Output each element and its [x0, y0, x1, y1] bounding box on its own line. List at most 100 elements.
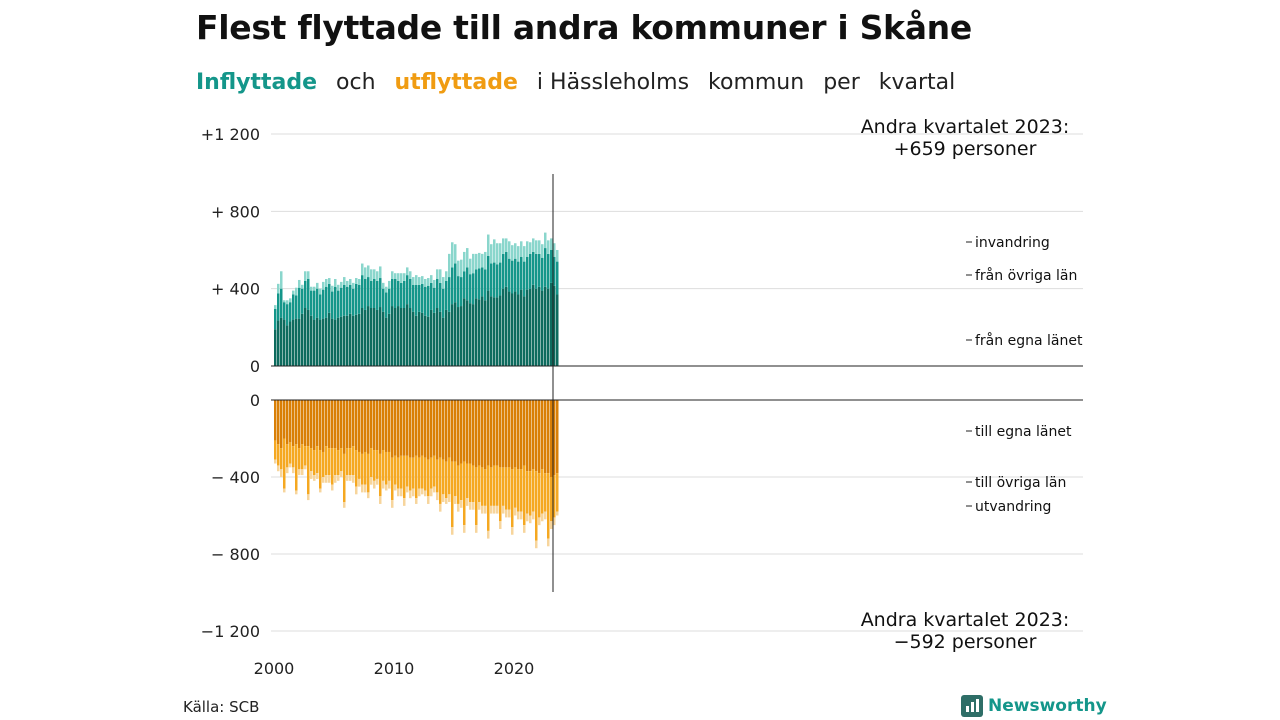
outflow-bar — [445, 498, 448, 504]
outflow-bar — [457, 503, 460, 512]
outflow-bar — [364, 484, 367, 493]
outflow-bar — [364, 451, 367, 485]
chart-title: Flest flyttade till andra kommuner i Skå… — [196, 8, 972, 47]
y-tick-label: 0 — [250, 391, 260, 410]
inflow-bar — [460, 306, 463, 366]
outflow-bar — [355, 486, 358, 495]
inflow-bar — [490, 244, 493, 264]
inflow-bar — [340, 316, 343, 366]
inflow-bar — [427, 316, 430, 366]
outflow-bar — [367, 492, 370, 499]
inflow-bar — [433, 279, 436, 288]
outflow-bar — [337, 475, 340, 481]
outflow-bar — [493, 465, 496, 506]
outflow-bar — [421, 400, 424, 456]
outflow-bar — [376, 478, 379, 485]
outflow-bar — [367, 400, 370, 454]
inflow-bar — [355, 278, 358, 284]
outflow-bar — [385, 451, 388, 485]
outflow-bar — [385, 484, 388, 491]
outflow-bar — [334, 400, 337, 449]
inflow-bars — [274, 232, 559, 366]
inflow-bar — [373, 269, 376, 279]
inflow-bar — [316, 317, 319, 366]
inflow-bar — [502, 288, 505, 366]
inflow-bar — [490, 263, 493, 297]
inflow-bar — [418, 311, 421, 366]
outflow-bar — [388, 451, 391, 481]
inflow-bar — [307, 279, 310, 310]
inflow-bar — [292, 294, 295, 320]
inflow-bar — [454, 302, 457, 366]
inflow-bar — [385, 317, 388, 366]
inflow-bar — [328, 278, 331, 284]
inflow-bar — [367, 306, 370, 366]
inflow-bar — [481, 267, 484, 297]
inflow-bar — [295, 318, 298, 366]
inflow-bar — [379, 278, 382, 308]
outflow-bar — [538, 400, 541, 474]
outflow-bar — [502, 505, 505, 514]
outflow-bar — [460, 400, 463, 464]
inflow-bar — [421, 312, 424, 366]
inflow-bar — [499, 295, 502, 366]
inflow-bar — [517, 261, 520, 295]
outflow-bar — [319, 450, 322, 489]
x-tick-label: 2010 — [374, 659, 415, 678]
outflow-bar — [451, 527, 454, 535]
outflow-bar — [442, 494, 445, 503]
outflow-bar — [295, 490, 298, 495]
outflow-bar — [424, 457, 427, 491]
outflow-bar — [535, 471, 538, 541]
outflow-bar — [499, 400, 502, 468]
outflow-bar — [331, 400, 334, 449]
inflow-bar — [358, 284, 361, 314]
inflow-bar — [487, 234, 490, 256]
outflow-bar — [541, 513, 544, 522]
inflow-bar — [349, 279, 352, 285]
inflow-bar — [538, 253, 541, 287]
inflow-bar — [550, 282, 553, 366]
outflow-bar — [313, 450, 316, 476]
outflow-bar — [352, 475, 355, 483]
outflow-bar — [388, 400, 391, 452]
inflow-bar — [481, 296, 484, 366]
inflow-bar — [484, 269, 487, 301]
inflow-bar — [502, 238, 505, 254]
inflow-bar — [283, 300, 286, 303]
inflow-bar — [475, 298, 478, 366]
outflow-bar — [304, 465, 307, 470]
outflow-bar — [385, 400, 388, 452]
outflow-bar — [484, 400, 487, 470]
inflow-bar — [274, 305, 277, 309]
outflow-bar — [424, 400, 427, 458]
inflow-bar — [310, 286, 313, 291]
inflow-bar — [451, 267, 454, 305]
inflow-bar — [466, 300, 469, 366]
inflow-bar — [547, 288, 550, 366]
outflow-bar — [304, 446, 307, 466]
inflow-bar — [433, 287, 436, 313]
bar-chart-icon — [961, 695, 983, 717]
inflow-bar — [544, 232, 547, 249]
inflow-bar — [328, 312, 331, 366]
inflow-bar — [496, 264, 499, 298]
outflow-bar — [448, 457, 451, 495]
inflow-bar — [520, 256, 523, 290]
inflow-bar — [292, 290, 295, 295]
inflow-bar — [397, 280, 400, 307]
outflow-bar — [421, 455, 424, 489]
inflow-bar — [400, 273, 403, 283]
outflow-bar — [535, 540, 538, 549]
inflow-bar — [367, 277, 370, 307]
y-tick-label: −1 200 — [201, 622, 260, 641]
inflow-bar — [286, 304, 289, 326]
inflow-bar — [538, 286, 541, 366]
inflow-bar — [502, 253, 505, 289]
outflow-bar — [463, 461, 466, 526]
outflow-bar — [316, 400, 319, 447]
inflow-bar — [460, 259, 463, 278]
outflow-bar — [277, 444, 280, 466]
inflow-bar — [541, 290, 544, 366]
